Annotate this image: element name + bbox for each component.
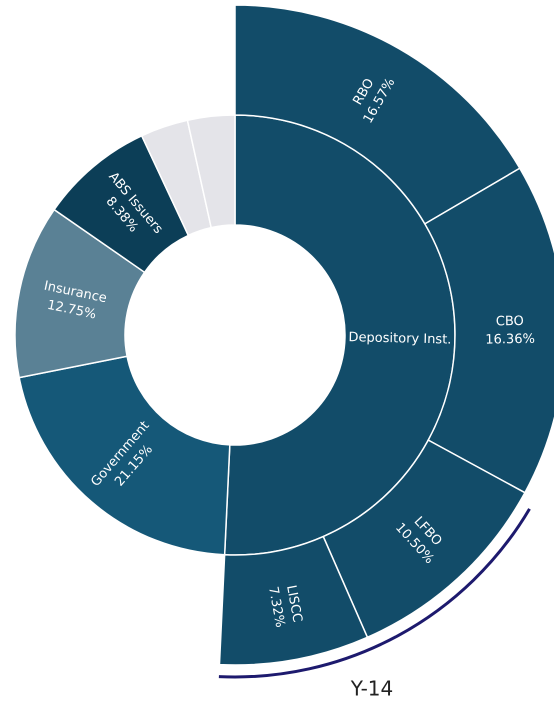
value-label: 7.32%	[265, 585, 287, 628]
value-label: 16.36%	[485, 332, 535, 348]
segment-name: Depository Inst.	[348, 330, 451, 347]
segment-name: CBO	[496, 314, 524, 329]
segment-name: LISCC	[283, 584, 305, 624]
annotation: Y-14	[350, 677, 394, 701]
outer-segment	[218, 535, 369, 666]
inner-segment	[18, 355, 231, 556]
inner-segment	[186, 114, 236, 229]
annotation-bracket	[218, 508, 531, 679]
segment-label: Depository Inst.	[348, 330, 451, 347]
segment-label: CBO 16.36%	[485, 314, 535, 348]
